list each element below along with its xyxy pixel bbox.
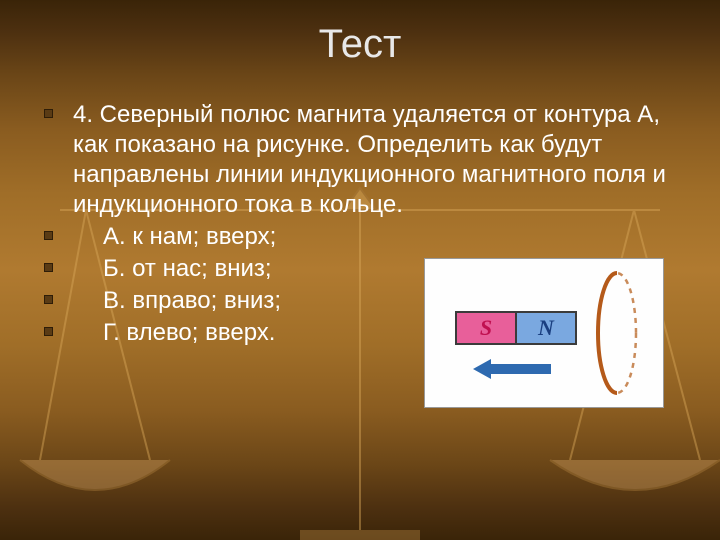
bar-magnet: S N [455, 311, 577, 345]
magnet-south-pole: S [457, 313, 515, 343]
slide-title: Тест [0, 22, 720, 67]
ring-front-solid [598, 273, 617, 393]
question-text: 4. Северный полюс магнита удаляется от к… [73, 100, 692, 220]
bullet-icon [44, 295, 53, 304]
magnet-north-pole: N [515, 313, 575, 343]
bullet-icon [44, 109, 53, 118]
conducting-ring [593, 269, 641, 397]
option-c: В. вправо; вниз; [73, 286, 281, 316]
option-d: Г. влево; вверх. [73, 318, 275, 348]
question-line: 4. Северный полюс магнита удаляется от к… [40, 100, 692, 220]
physics-figure: S N [424, 258, 664, 408]
arrow-shaft-icon [489, 364, 551, 374]
option-a: А. к нам; вверх; [73, 222, 276, 252]
bullet-icon [44, 327, 53, 336]
option-line: А. к нам; вверх; [40, 222, 692, 252]
motion-arrow-left-icon [473, 359, 553, 379]
bullet-icon [44, 263, 53, 272]
bullet-icon [44, 231, 53, 240]
option-b: Б. от нас; вниз; [73, 254, 272, 284]
